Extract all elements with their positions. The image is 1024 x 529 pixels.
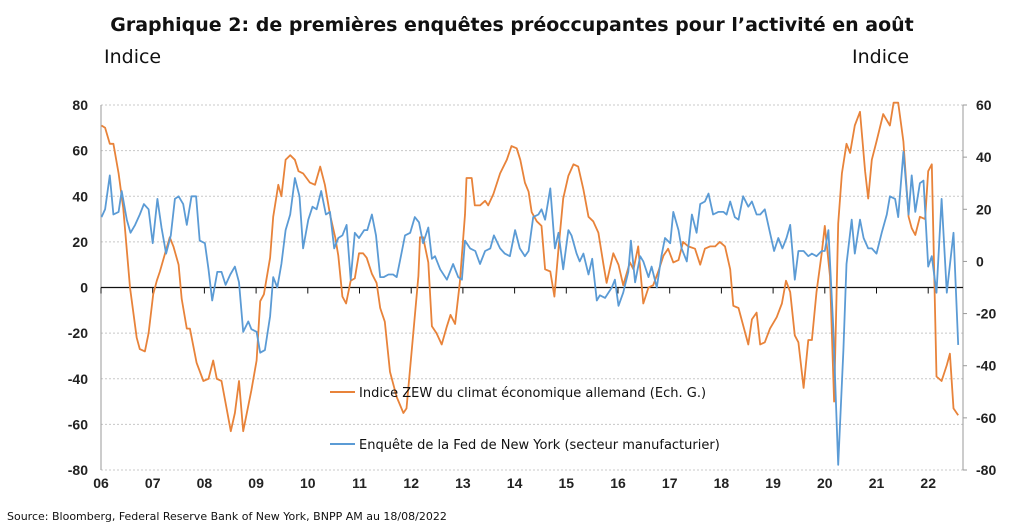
- y-left-tick-label: 80: [72, 97, 88, 113]
- y-left-tick-label: -60: [68, 416, 88, 432]
- y-right-tick-label: 60: [976, 97, 992, 113]
- y-left-tick-label: -40: [68, 371, 88, 387]
- y-left-tick-label: 60: [72, 143, 88, 159]
- chart-title: Graphique 2: de premières enquêtes préoc…: [110, 14, 914, 36]
- y-left-tick-label: 20: [72, 234, 88, 250]
- source-note: Source: Bloomberg, Federal Reserve Bank …: [7, 510, 447, 523]
- x-tick-label: 11: [352, 475, 367, 491]
- x-tick-label: 20: [817, 475, 833, 491]
- x-tick-label: 13: [455, 475, 471, 491]
- y-right-tick-label: -40: [976, 358, 996, 374]
- y-right-tick-label: -80: [976, 462, 996, 478]
- y-right-tick-label: -20: [976, 306, 996, 322]
- y-right-tick-label: 40: [976, 149, 992, 165]
- legend-label: Indice ZEW du climat économique allemand…: [359, 386, 706, 401]
- series-line-zew: [101, 101, 959, 433]
- x-tick-label: 09: [248, 475, 264, 491]
- left-axis-label: Indice: [104, 46, 162, 68]
- series-line-ny-fed: [100, 151, 960, 466]
- y-left-tick-label: 40: [72, 188, 88, 204]
- y-left-tick-label: -20: [68, 325, 88, 341]
- x-tick-label: 06: [93, 475, 109, 491]
- x-tick-label: 14: [507, 475, 523, 491]
- x-tick-label: 22: [920, 475, 936, 491]
- x-tick-label: 16: [610, 475, 626, 491]
- y-left-tick-label: -80: [68, 462, 88, 478]
- x-tick-label: 19: [765, 475, 781, 491]
- y-right-tick-label: 0: [976, 253, 984, 269]
- y-left-tick-label: 0: [80, 280, 88, 296]
- y-right-tick-label: 20: [976, 201, 992, 217]
- x-tick-label: 15: [559, 475, 575, 491]
- x-tick-label: 07: [145, 475, 161, 491]
- x-tick-label: 21: [869, 475, 885, 491]
- x-tick-label: 10: [300, 475, 316, 491]
- right-axis-label: Indice: [852, 46, 910, 68]
- x-tick-label: 08: [197, 475, 213, 491]
- x-tick-label: 18: [714, 475, 730, 491]
- legend-label: Enquête de la Fed de New York (secteur m…: [359, 438, 720, 453]
- y-right-tick-label: -60: [976, 410, 996, 426]
- x-tick-label: 17: [662, 475, 678, 491]
- x-tick-label: 12: [403, 475, 419, 491]
